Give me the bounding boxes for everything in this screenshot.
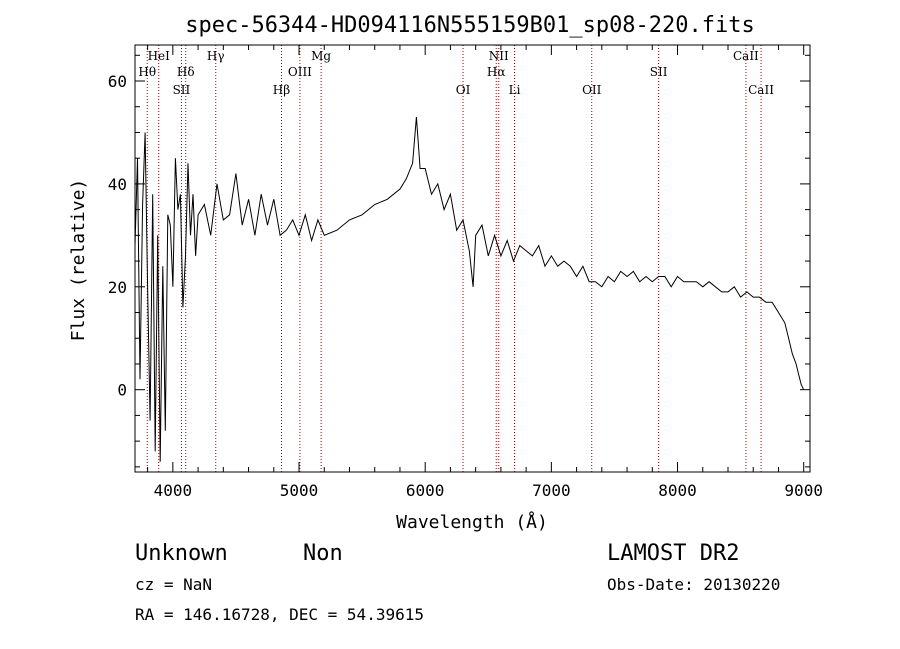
spectral-line-label: Hθ: [138, 65, 156, 79]
x-tick-label: 8000: [658, 481, 697, 500]
x-tick-label: 6000: [406, 481, 445, 500]
spectral-line-label: Li: [509, 83, 521, 97]
spectral-line-label: Mg: [311, 49, 331, 63]
spectral-line-label: OII: [582, 83, 602, 97]
y-axis-label: Flux (relative): [68, 179, 89, 342]
spectral-line-label: NII: [489, 49, 509, 63]
x-tick-label: 5000: [280, 481, 319, 500]
spectral-line-markers: [146, 45, 762, 472]
x-axis-label: Wavelength (Å): [396, 511, 548, 533]
coordinates: RA = 146.16728, DEC = 54.39615: [135, 605, 424, 624]
spectrum-series-line: [134, 116, 805, 462]
x-tick-label: 9000: [784, 481, 823, 500]
y-tick-label: 20: [108, 278, 127, 297]
object-class: Unknown: [135, 541, 228, 566]
spectral-line-label: CaII: [733, 49, 759, 63]
y-axis-ticks: 0 20 40 60: [108, 54, 810, 468]
x-tick-label: 4000: [154, 481, 193, 500]
spectral-line-label: CaII: [748, 83, 774, 97]
spectral-line-label: OI: [456, 83, 471, 97]
object-subclass: Non: [303, 541, 343, 566]
spectral-line-label: Hα: [487, 65, 506, 79]
spectral-line-label: SII: [173, 83, 191, 97]
spectral-line-label: HeI: [148, 49, 171, 63]
y-tick-label: 0: [117, 381, 127, 400]
x-axis-ticks: 4000 5000 6000 7000 8000 9000: [147, 45, 823, 500]
survey-name: LAMOST DR2: [607, 541, 739, 566]
spectral-line-label: Hδ: [177, 65, 195, 79]
y-tick-label: 60: [108, 72, 127, 91]
spectral-line-label: Hγ: [207, 49, 225, 63]
x-tick-label: 7000: [532, 481, 571, 500]
redshift-value: cz = NaN: [135, 575, 212, 594]
spectral-line-label: SII: [650, 65, 668, 79]
spectral-line-label: Hβ: [273, 83, 290, 97]
chart-title: spec-56344-HD094116N555159B01_sp08-220.f…: [185, 13, 755, 38]
obs-date: Obs-Date: 20130220: [607, 575, 780, 594]
y-tick-label: 40: [108, 175, 127, 194]
plot-frame: [134, 44, 811, 473]
spectral-line-label: OIII: [288, 65, 312, 79]
